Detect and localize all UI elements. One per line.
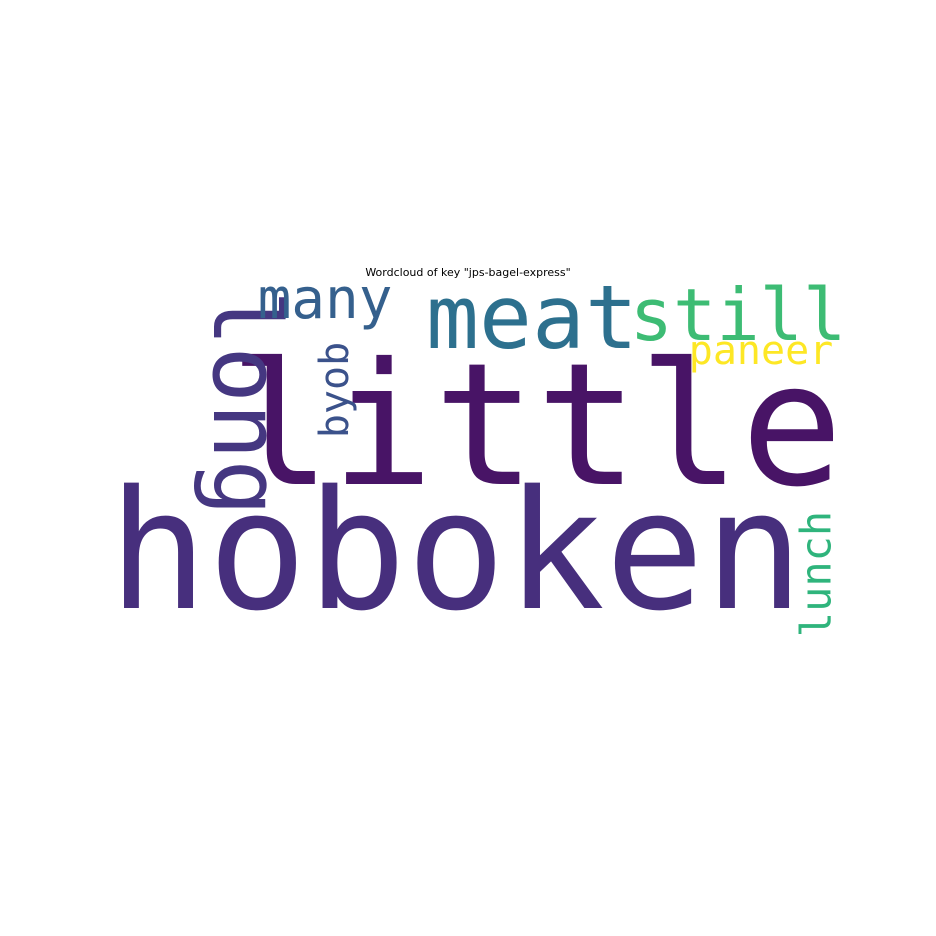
word-lunch: lunch (792, 511, 841, 637)
word-paneer: paneer (689, 328, 834, 374)
word-little: little (229, 327, 843, 525)
chart-title: Wordcloud of key "jps-bagel-express" (365, 266, 571, 279)
word-many: many (258, 267, 393, 332)
word-long: long (191, 290, 300, 516)
word-meat: meat (426, 266, 638, 369)
word-byob: byob (312, 342, 358, 438)
word-still: still (630, 273, 847, 357)
word-hoboken: hoboken (108, 455, 803, 647)
